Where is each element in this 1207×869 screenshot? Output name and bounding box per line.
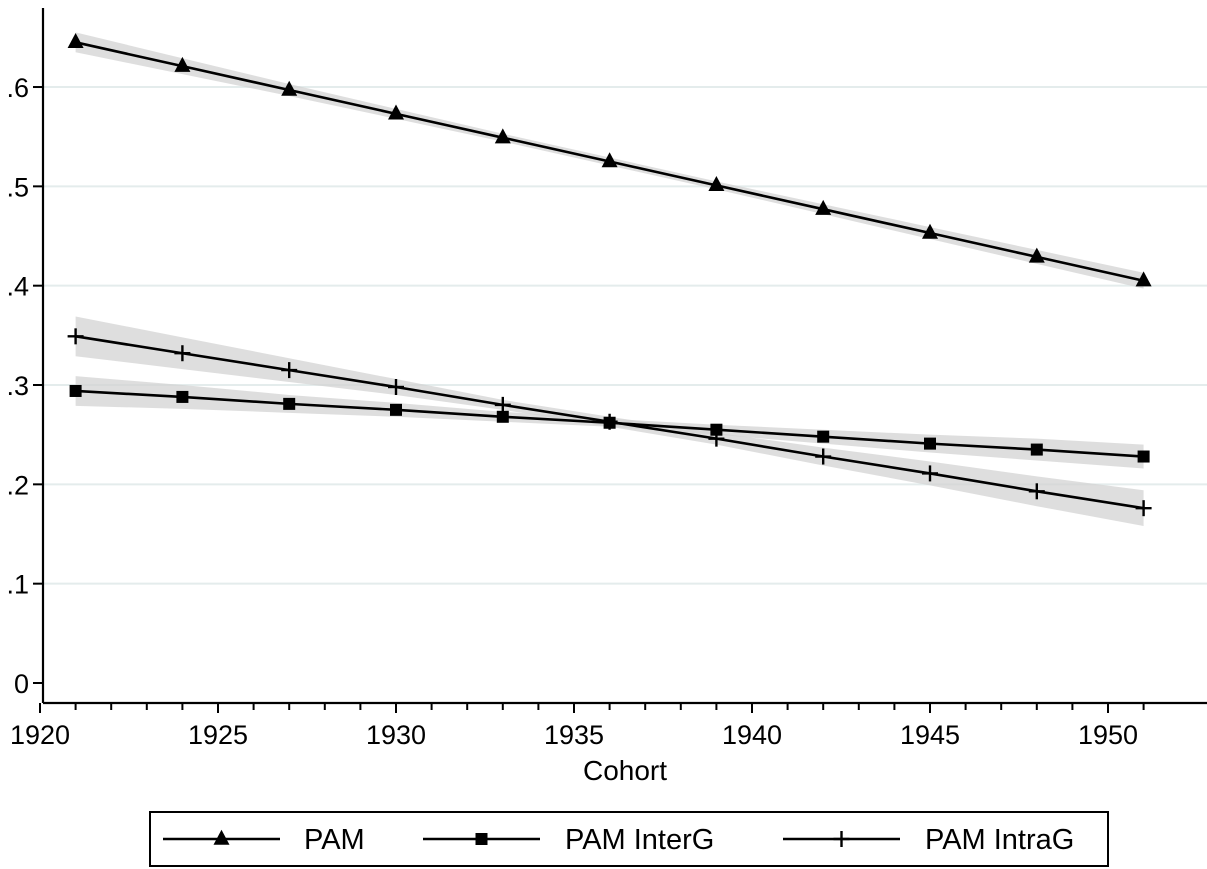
x-tick-label-1930: 1930 — [366, 720, 426, 750]
legend-marker-pam — [213, 829, 230, 845]
confidence-bands — [75, 32, 1144, 527]
point-pam-intrag-1933 — [494, 396, 511, 413]
y-tick-label-0: 0 — [14, 669, 29, 699]
point-pam-1933 — [494, 128, 511, 144]
series-markers — [67, 33, 1152, 517]
point-pam-interg-1930 — [390, 403, 402, 416]
legend-label-pam-interg: PAM InterG — [565, 824, 714, 856]
point-pam-interg-1939 — [710, 423, 723, 436]
legend-item-pam: PAM — [163, 824, 365, 856]
point-pam-1948 — [1028, 247, 1045, 263]
point-pam-1927 — [281, 80, 298, 96]
axes — [41, 8, 1207, 705]
y-tick-label-4: .4 — [6, 272, 29, 302]
x-tick-label-1935: 1935 — [544, 720, 604, 750]
x-tick-label-1945: 1945 — [900, 720, 960, 750]
x-tick-label-1940: 1940 — [722, 720, 782, 750]
point-pam-intrag-1939 — [708, 430, 725, 447]
grid-lines — [43, 86, 1207, 585]
y-tick-label-1: .1 — [6, 570, 29, 600]
y-ticks: 0 .1 .2 .3 .4 .5 .6 — [6, 73, 43, 699]
legend-marker-pam-intrag — [833, 831, 850, 847]
point-pam-interg-1921 — [69, 384, 82, 397]
point-pam-intrag-1936 — [601, 413, 618, 430]
point-pam-1939 — [708, 176, 725, 192]
x-axis-title: Cohort — [583, 755, 667, 786]
y-tick-label-3: .3 — [6, 371, 29, 401]
point-pam-interg-1942 — [817, 430, 830, 443]
point-pam-intrag-1927 — [281, 362, 298, 379]
point-pam-1921 — [67, 33, 84, 49]
point-pam-interg-1951 — [1137, 450, 1150, 463]
point-pam-1936 — [601, 152, 618, 168]
point-pam-interg-1933 — [496, 410, 509, 423]
point-pam-intrag-1924 — [174, 345, 191, 362]
x-tick-label-1925: 1925 — [188, 720, 248, 750]
y-tick-label-2: .2 — [6, 470, 29, 500]
point-pam-intrag-1942 — [815, 448, 832, 465]
x-tick-label-1950: 1950 — [1078, 720, 1138, 750]
legend-label-pam: PAM — [304, 824, 365, 856]
point-pam-1945 — [922, 223, 938, 239]
legend-item-pam-interg: PAM InterG — [423, 824, 714, 856]
point-pam-interg-1948 — [1030, 443, 1043, 456]
y-tick-label-5: .5 — [6, 172, 29, 202]
point-pam-1942 — [815, 199, 832, 215]
legend-box — [149, 811, 1109, 867]
legend: PAM PAM InterG PAM IntraG — [149, 811, 1109, 867]
point-pam-interg-1927 — [283, 397, 296, 410]
x-ticks: 1920 1925 1930 1935 1940 1945 1950 — [10, 703, 1145, 750]
y-tick-label-6: .6 — [6, 73, 29, 103]
point-pam-intrag-1921 — [67, 328, 84, 345]
point-pam-intrag-1951 — [1135, 500, 1152, 517]
legend-label-pam-intrag: PAM IntraG — [925, 824, 1074, 856]
x-tick-label-1920: 1920 — [10, 720, 70, 750]
point-pam-1951 — [1135, 271, 1152, 287]
point-pam-1924 — [174, 56, 191, 72]
point-pam-intrag-1945 — [922, 465, 938, 482]
point-pam-intrag-1930 — [388, 378, 404, 395]
legend-marker-pam-interg — [475, 833, 488, 845]
legend-item-pam-intrag: PAM IntraG — [783, 824, 1074, 856]
point-pam-intrag-1948 — [1028, 483, 1045, 500]
point-pam-1930 — [388, 104, 404, 120]
point-pam-interg-1945 — [924, 437, 936, 450]
point-pam-interg-1924 — [176, 390, 189, 403]
